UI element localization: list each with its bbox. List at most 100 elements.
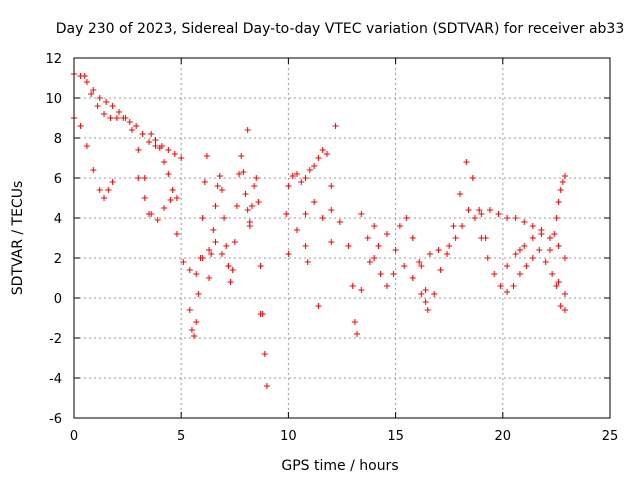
data-point [193, 319, 200, 325]
data-point [561, 255, 568, 261]
data-point [521, 243, 528, 249]
data-point [152, 143, 159, 149]
y-tick-label: 12 [45, 52, 62, 67]
data-point [450, 223, 457, 229]
data-point [422, 299, 429, 305]
data-point [161, 205, 168, 211]
data-point [437, 267, 444, 273]
data-point [242, 191, 249, 197]
data-point [476, 207, 483, 213]
y-tick-label: 4 [54, 212, 62, 227]
data-point [315, 155, 322, 161]
data-point [345, 243, 352, 249]
data-point [516, 271, 523, 277]
data-point [218, 251, 225, 257]
data-point [546, 247, 553, 253]
data-point [236, 171, 243, 177]
data-point [148, 211, 155, 217]
data-point [90, 167, 97, 173]
data-point [244, 127, 251, 133]
y-tick-label: 6 [54, 172, 62, 187]
data-point [418, 263, 425, 269]
data-point [223, 243, 230, 249]
data-point [240, 169, 247, 175]
data-point [478, 211, 485, 217]
data-point [491, 271, 498, 277]
data-point [173, 231, 180, 237]
data-point [323, 151, 330, 157]
data-point [302, 175, 309, 181]
y-tick-label: -4 [49, 372, 62, 387]
data-point [257, 311, 264, 317]
data-point [120, 115, 127, 121]
data-point [83, 79, 90, 85]
data-point [165, 171, 172, 177]
series-arc-f [186, 153, 210, 339]
data-point [306, 167, 313, 173]
data-point [171, 151, 178, 157]
data-point [107, 115, 114, 121]
data-point [561, 291, 568, 297]
data-point [135, 175, 142, 181]
data-point [444, 251, 451, 257]
data-point [285, 251, 292, 257]
series-arc-q [504, 231, 568, 313]
data-point [561, 173, 568, 179]
data-point [401, 263, 408, 269]
data-point [328, 239, 335, 245]
data-point [238, 153, 245, 159]
data-point [390, 271, 397, 277]
data-point [283, 211, 290, 217]
data-point [212, 203, 219, 209]
data-point [289, 173, 296, 179]
data-point [109, 103, 116, 109]
data-point [139, 131, 146, 137]
data-point [126, 119, 133, 125]
data-point [469, 175, 476, 181]
data-point [225, 263, 232, 269]
data-point [396, 223, 403, 229]
data-point [486, 207, 493, 213]
data-point [161, 159, 168, 165]
data-point [538, 231, 545, 237]
y-tick-label: 2 [54, 252, 62, 267]
data-point [255, 199, 262, 205]
data-point [302, 243, 309, 249]
data-point [315, 303, 322, 309]
data-point [231, 239, 238, 245]
data-point [88, 91, 95, 97]
data-point [510, 283, 517, 289]
data-point [83, 143, 90, 149]
series-arc-d [135, 175, 232, 277]
y-tick-label: 0 [54, 292, 62, 307]
data-point [221, 215, 228, 221]
data-point [529, 223, 536, 229]
series-arc-b [81, 73, 185, 161]
data-point [371, 223, 378, 229]
data-point [141, 195, 148, 201]
series-arc-h [229, 153, 253, 273]
data-point [418, 291, 425, 297]
data-point [523, 263, 530, 269]
data-point [206, 247, 213, 253]
data-point [253, 175, 260, 181]
data-point [244, 207, 251, 213]
data-point [512, 251, 519, 257]
data-point [304, 259, 311, 265]
data-point [206, 275, 213, 281]
data-point [109, 179, 116, 185]
data-point [210, 227, 217, 233]
data-point [332, 123, 339, 129]
data-point [105, 187, 112, 193]
data-point [424, 307, 431, 313]
data-point [561, 307, 568, 313]
data-point [465, 207, 472, 213]
data-point [251, 183, 258, 189]
data-point [529, 255, 536, 261]
data-point [186, 307, 193, 313]
data-point [551, 231, 558, 237]
data-point [169, 187, 176, 193]
data-point [311, 163, 318, 169]
data-point [167, 197, 174, 203]
